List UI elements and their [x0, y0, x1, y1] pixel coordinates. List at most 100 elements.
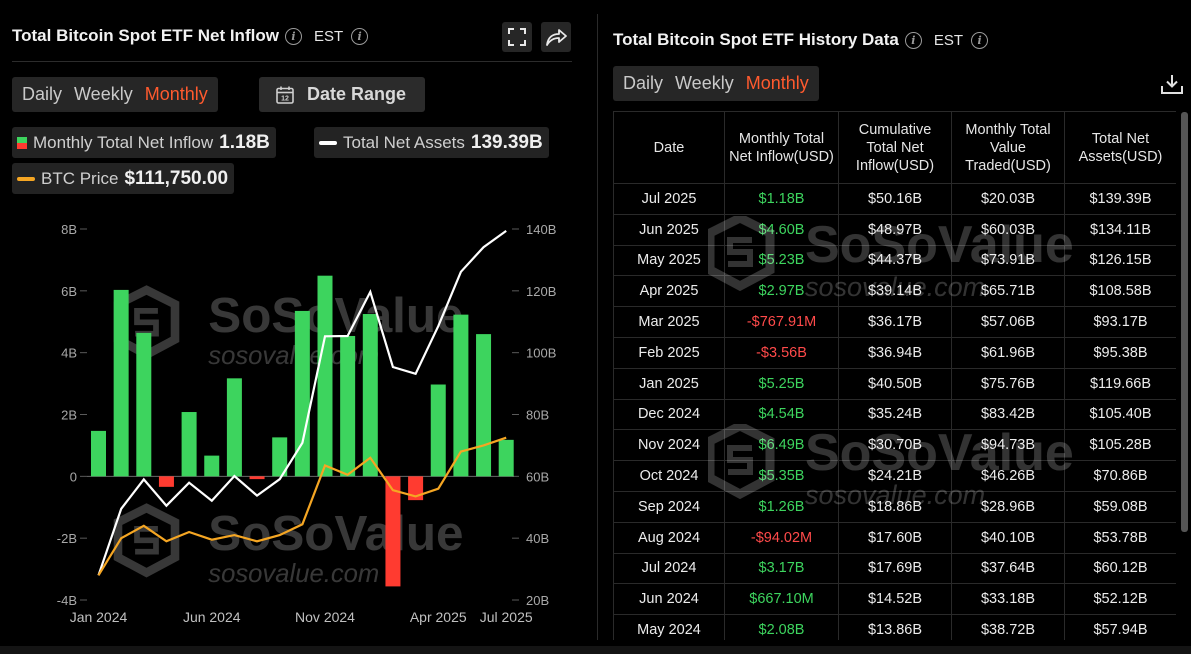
- x-tick-label: Jan 2024: [70, 609, 128, 625]
- inflow-bar[interactable]: [294, 310, 310, 477]
- cell-date: May 2025: [613, 244, 725, 277]
- inflow-swatch-icon: [17, 136, 27, 149]
- inflow-bar[interactable]: [317, 275, 333, 477]
- y-right-tick-label: 140B: [526, 222, 556, 237]
- inflow-bar[interactable]: [476, 334, 492, 477]
- cell-net-inflow: $6.49B: [724, 429, 839, 462]
- cell-net-inflow: $5.23B: [724, 244, 839, 277]
- cell-date: Aug 2024: [613, 521, 725, 554]
- date-range-button[interactable]: 12 Date Range: [259, 77, 425, 112]
- legend-btc-price[interactable]: BTC Price $111,750.00: [12, 163, 235, 194]
- share-button[interactable]: [541, 22, 571, 52]
- table-header-row: Date Monthly Total Net Inflow(USD) Cumul…: [613, 111, 1176, 184]
- cell-net-inflow: -$94.02M: [724, 521, 839, 554]
- x-tick-label: Jun 2024: [183, 609, 241, 625]
- x-tick-label: Jul 2025: [480, 609, 533, 625]
- cell-date: Nov 2024: [613, 429, 725, 462]
- cell-assets: $105.40B: [1064, 398, 1176, 431]
- inflow-bar[interactable]: [204, 455, 220, 477]
- svg-text:12: 12: [281, 95, 289, 102]
- inflow-bar[interactable]: [340, 335, 356, 477]
- tab-daily[interactable]: Daily: [623, 73, 664, 93]
- inflow-bar[interactable]: [181, 412, 197, 477]
- cell-traded: $38.72B: [951, 614, 1065, 640]
- y-left-tick-label: 2B: [61, 408, 77, 423]
- legend-net-inflow[interactable]: Monthly Total Net Inflow 1.18B: [12, 127, 276, 158]
- tab-monthly[interactable]: Monthly: [745, 73, 809, 93]
- cell-net-inflow: $1.18B: [724, 183, 839, 215]
- inflow-bar[interactable]: [158, 476, 174, 487]
- download-icon[interactable]: [1160, 73, 1184, 95]
- cell-net-inflow: -$3.56B: [724, 336, 839, 369]
- table-row: Oct 2024 $5.35B $24.21B $46.26B $70.86B: [613, 460, 1176, 492]
- cell-traded: $33.18B: [951, 583, 1065, 616]
- y-left-tick-label: -2B: [57, 531, 77, 546]
- inflow-bar[interactable]: [385, 476, 401, 587]
- timezone-info-icon[interactable]: i: [351, 27, 369, 45]
- cell-traded: $61.96B: [951, 336, 1065, 369]
- legend-price-name: BTC Price: [41, 168, 119, 188]
- inflow-bar[interactable]: [226, 378, 242, 477]
- date-range-label: Date Range: [307, 84, 407, 104]
- tab-monthly[interactable]: Monthly: [144, 84, 208, 104]
- cell-traded: $65.71B: [951, 275, 1065, 308]
- fullscreen-button[interactable]: [502, 22, 532, 52]
- inflow-bar[interactable]: [91, 430, 106, 477]
- history-table-container: Date Monthly Total Net Inflow(USD) Cumul…: [613, 111, 1176, 640]
- left-panel-title: Total Bitcoin Spot ETF Net Inflow: [12, 26, 279, 45]
- timezone-info-icon[interactable]: i: [971, 31, 989, 49]
- legend-price-value: $111,750.00: [124, 167, 229, 189]
- info-icon[interactable]: i: [904, 31, 922, 49]
- cell-cumulative: $30.70B: [838, 429, 952, 462]
- col-date: Date: [613, 111, 725, 184]
- right-title-row: Total Bitcoin Spot ETF History Data i ES…: [613, 30, 989, 50]
- inflow-bar[interactable]: [453, 314, 469, 477]
- cell-net-inflow: $2.97B: [724, 275, 839, 308]
- inflow-bar[interactable]: [249, 476, 265, 480]
- table-row: Jul 2025 $1.18B $50.16B $20.03B $139.39B: [613, 183, 1176, 215]
- cell-traded: $60.03B: [951, 213, 1065, 246]
- table-row: Mar 2025 -$767.91M $36.17B $57.06B $93.17B: [613, 306, 1176, 338]
- table-row: Sep 2024 $1.26B $18.86B $28.96B $59.08B: [613, 490, 1176, 523]
- cell-traded: $83.42B: [951, 398, 1065, 431]
- cell-cumulative: $50.16B: [838, 183, 952, 215]
- cell-assets: $52.12B: [1064, 583, 1176, 616]
- watermark-s-icon: [134, 526, 159, 555]
- assets-line-icon: [319, 140, 337, 145]
- y-left-tick-label: 6B: [61, 284, 77, 299]
- inflow-bar[interactable]: [362, 314, 378, 477]
- y-right-tick-label: 40B: [526, 531, 549, 546]
- timezone-label: EST: [313, 27, 344, 45]
- inflow-bar[interactable]: [113, 289, 129, 477]
- cell-net-inflow: $1.26B: [724, 490, 839, 523]
- cell-date: Jun 2025: [613, 213, 725, 246]
- total-net-assets-line: [97, 230, 507, 576]
- inflow-bar[interactable]: [272, 437, 288, 477]
- cell-traded: $28.96B: [951, 490, 1065, 523]
- cell-date: May 2024: [613, 614, 725, 640]
- cell-assets: $93.17B: [1064, 306, 1176, 338]
- tab-daily[interactable]: Daily: [22, 84, 63, 104]
- cell-cumulative: $35.24B: [838, 398, 952, 431]
- inflow-bar[interactable]: [136, 332, 152, 477]
- cell-assets: $53.78B: [1064, 521, 1176, 554]
- price-line-icon: [17, 176, 35, 181]
- cell-assets: $60.12B: [1064, 552, 1176, 585]
- tab-weekly[interactable]: Weekly: [74, 84, 133, 104]
- cell-cumulative: $14.52B: [838, 583, 952, 616]
- inflow-bar[interactable]: [430, 384, 446, 477]
- x-tick-label: Apr 2025: [410, 609, 467, 625]
- cell-cumulative: $13.86B: [838, 614, 952, 640]
- tab-weekly[interactable]: Weekly: [675, 73, 734, 93]
- cell-date: Apr 2025: [613, 275, 725, 308]
- cell-assets: $57.94B: [1064, 614, 1176, 640]
- table-row: Apr 2025 $2.97B $39.14B $65.71B $108.58B: [613, 275, 1176, 308]
- inflow-bar[interactable]: [498, 439, 514, 477]
- cell-date: Mar 2025: [613, 306, 725, 338]
- calendar-icon: 12: [276, 86, 294, 104]
- table-scrollbar[interactable]: [1181, 112, 1188, 532]
- net-inflow-panel: Total Bitcoin Spot ETF Net Inflow i EST …: [0, 0, 585, 654]
- info-icon[interactable]: i: [284, 27, 302, 45]
- legend-total-assets[interactable]: Total Net Assets 139.39B: [314, 127, 549, 158]
- watermark-brand: SoSoValue: [208, 288, 463, 343]
